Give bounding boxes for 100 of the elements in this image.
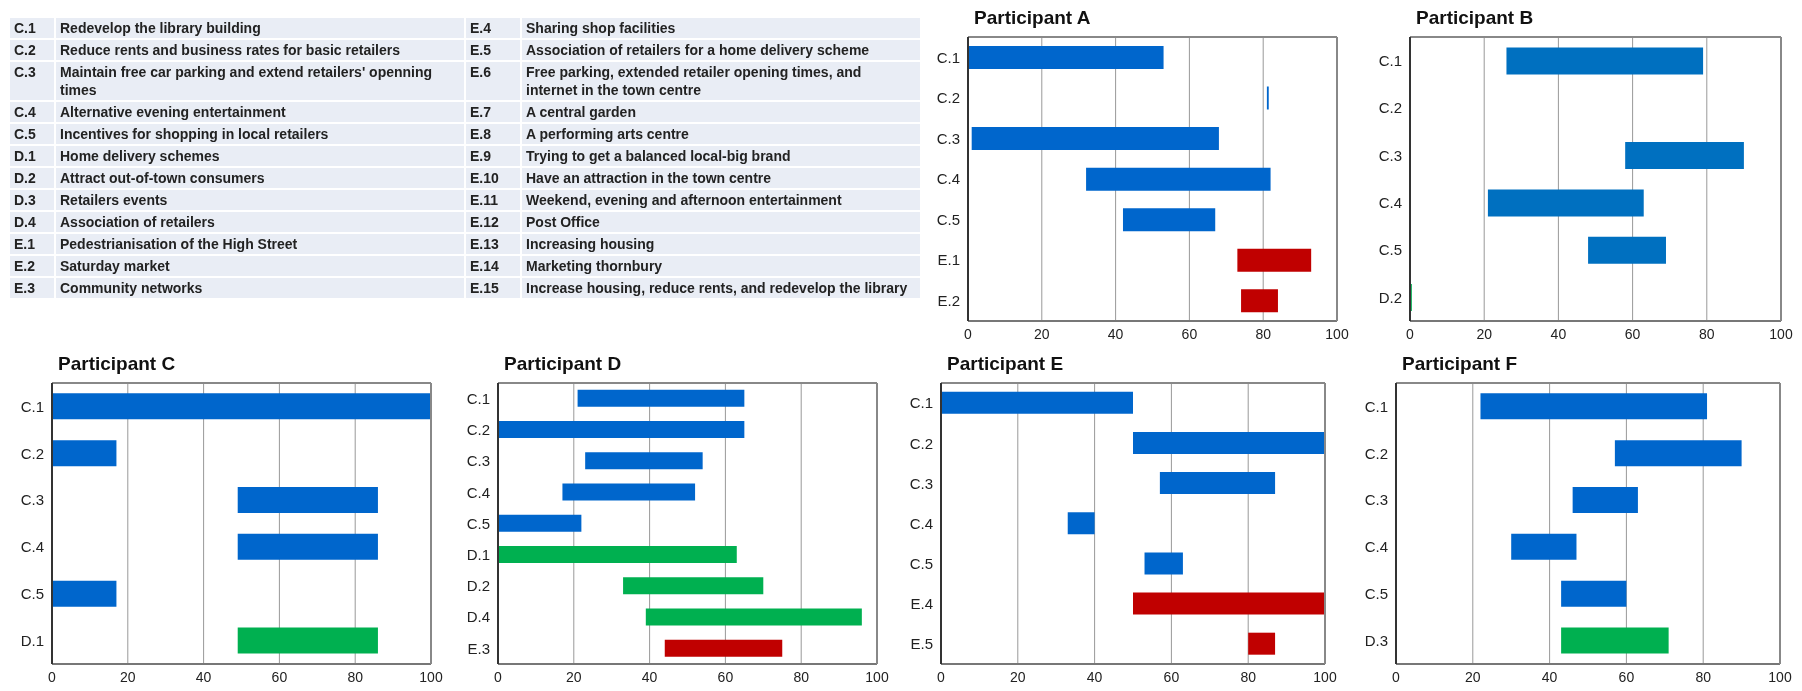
y-tick-label: C.2 (20, 444, 44, 462)
text: Increase housing, reduce rents, and redevelop the library (522, 278, 920, 298)
y-tick-label: D.3 (1364, 631, 1388, 649)
text: E.8 (466, 124, 520, 144)
x-tick-label: 20 (1010, 668, 1026, 685)
y-tick-label: D.2 (466, 577, 490, 595)
y-tick-label: C.4 (1364, 538, 1388, 556)
y-tick-label: C.4 (1378, 193, 1402, 211)
text: Maintain free car parking and extend retailers' openning times (56, 62, 464, 100)
text: Attract out-of-town consumers (56, 168, 464, 188)
x-tick-label: 0 (48, 668, 57, 685)
y-tick-label: C.2 (909, 434, 933, 452)
text: Increasing housing (522, 234, 920, 254)
y-tick-label: C.1 (466, 389, 490, 407)
text: Sharing shop facilities (522, 18, 920, 38)
chart-title: Participant F (1401, 352, 1519, 376)
x-tick-label: 60 (1163, 668, 1180, 685)
x-tick-label: 60 (1624, 325, 1641, 342)
text: Reduce rents and business rates for basic retailers (56, 40, 464, 60)
text: Redevelop the library building (56, 18, 464, 38)
y-tick-label: C.3 (20, 491, 44, 509)
text: Alternative evening entertainment (56, 102, 464, 122)
x-tick-label: 40 (1550, 325, 1567, 342)
y-tick-label: C.3 (936, 129, 960, 147)
y-tick-label: C.4 (466, 483, 490, 501)
y-tick-label: C.3 (1378, 146, 1402, 164)
text: Pedestrianisation of the High Street (56, 234, 464, 254)
text: Free parking, extended retailer opening times, and internet in the town centre (522, 62, 920, 100)
y-tick-label: C.2 (936, 89, 960, 107)
text: Association of retailers (56, 212, 464, 232)
text: E.11 (466, 190, 520, 210)
x-tick-label: 20 (1034, 325, 1050, 342)
text: A performing arts centre (522, 124, 920, 144)
x-tick-label: 80 (1240, 668, 1257, 685)
y-tick-label: C.5 (466, 514, 490, 532)
x-tick-label: 40 (1086, 668, 1103, 685)
x-tick-label: 20 (1476, 325, 1493, 342)
text: E.14 (466, 256, 520, 276)
x-tick-label: 40 (1107, 325, 1124, 342)
x-tick-label: 80 (1695, 668, 1712, 685)
text: E.9 (466, 146, 520, 166)
y-tick-label: C.5 (1364, 585, 1388, 603)
x-tick-label: 80 (347, 668, 364, 685)
x-tick-label: 80 (793, 668, 810, 685)
x-tick-label: 0 (1392, 668, 1401, 685)
text: E.12 (466, 212, 520, 232)
text: Association of retailers for a home delivery scheme (522, 40, 920, 60)
chart-title: Participant C (57, 352, 177, 376)
y-tick-label: D.2 (1378, 288, 1402, 306)
y-tick-label: C.4 (909, 514, 933, 532)
chart-title: Participant A (973, 6, 1092, 30)
x-tick-label: 60 (1181, 325, 1198, 342)
y-tick-label: C.4 (936, 170, 960, 188)
text: E.15 (466, 278, 520, 298)
text: Retailers events (56, 190, 464, 210)
x-tick-label: 100 (1769, 325, 1793, 342)
x-tick-label: 20 (1465, 668, 1481, 685)
y-tick-label: C.4 (20, 538, 44, 556)
x-tick-label: 0 (494, 668, 503, 685)
text: Incentives for shopping in local retailers (56, 124, 464, 144)
y-tick-label: C.3 (1364, 491, 1388, 509)
y-tick-label: C.5 (909, 554, 933, 572)
y-tick-label: D.1 (466, 546, 490, 564)
y-tick-label: C.1 (936, 48, 960, 66)
x-tick-label: 40 (1541, 668, 1558, 685)
x-tick-label: 80 (1255, 325, 1272, 342)
text: Home delivery schemes (56, 146, 464, 166)
x-tick-label: 80 (1699, 325, 1715, 342)
x-tick-label: 100 (1325, 325, 1349, 342)
text: E.6 (466, 62, 520, 100)
x-tick-label: 100 (419, 668, 443, 685)
x-tick-label: 60 (271, 668, 288, 685)
chart-title: Participant D (503, 352, 623, 376)
x-tick-label: 100 (1313, 668, 1337, 685)
x-tick-label: 100 (865, 668, 889, 685)
x-tick-label: 40 (195, 668, 212, 685)
y-tick-label: C.1 (1378, 51, 1402, 69)
y-tick-label: C.2 (1378, 99, 1402, 117)
x-tick-label: 100 (1768, 668, 1792, 685)
chart-title: Participant B (1415, 6, 1535, 30)
y-tick-label: E.5 (910, 635, 933, 653)
x-tick-label: 20 (566, 668, 582, 685)
y-tick-label: D.4 (466, 608, 490, 626)
x-tick-label: 60 (717, 668, 734, 685)
text: Saturday market (56, 256, 464, 276)
text: Weekend, evening and afternoon entertainment (522, 190, 920, 210)
text: A central garden (522, 102, 920, 122)
y-tick-label: C.3 (466, 452, 490, 470)
y-tick-label: C.1 (1364, 397, 1388, 415)
text: Community networks (56, 278, 464, 298)
x-tick-label: 60 (1618, 668, 1635, 685)
y-tick-label: E.1 (937, 251, 960, 269)
y-tick-label: C.5 (1378, 241, 1402, 259)
text: Trying to get a balanced local-big brand (522, 146, 920, 166)
x-tick-label: 0 (964, 325, 973, 342)
text: E.10 (466, 168, 520, 188)
y-tick-label: C.1 (20, 397, 44, 415)
chart-title: Participant E (946, 352, 1065, 376)
y-tick-label: E.3 (467, 639, 490, 657)
y-tick-label: C.5 (20, 585, 44, 603)
